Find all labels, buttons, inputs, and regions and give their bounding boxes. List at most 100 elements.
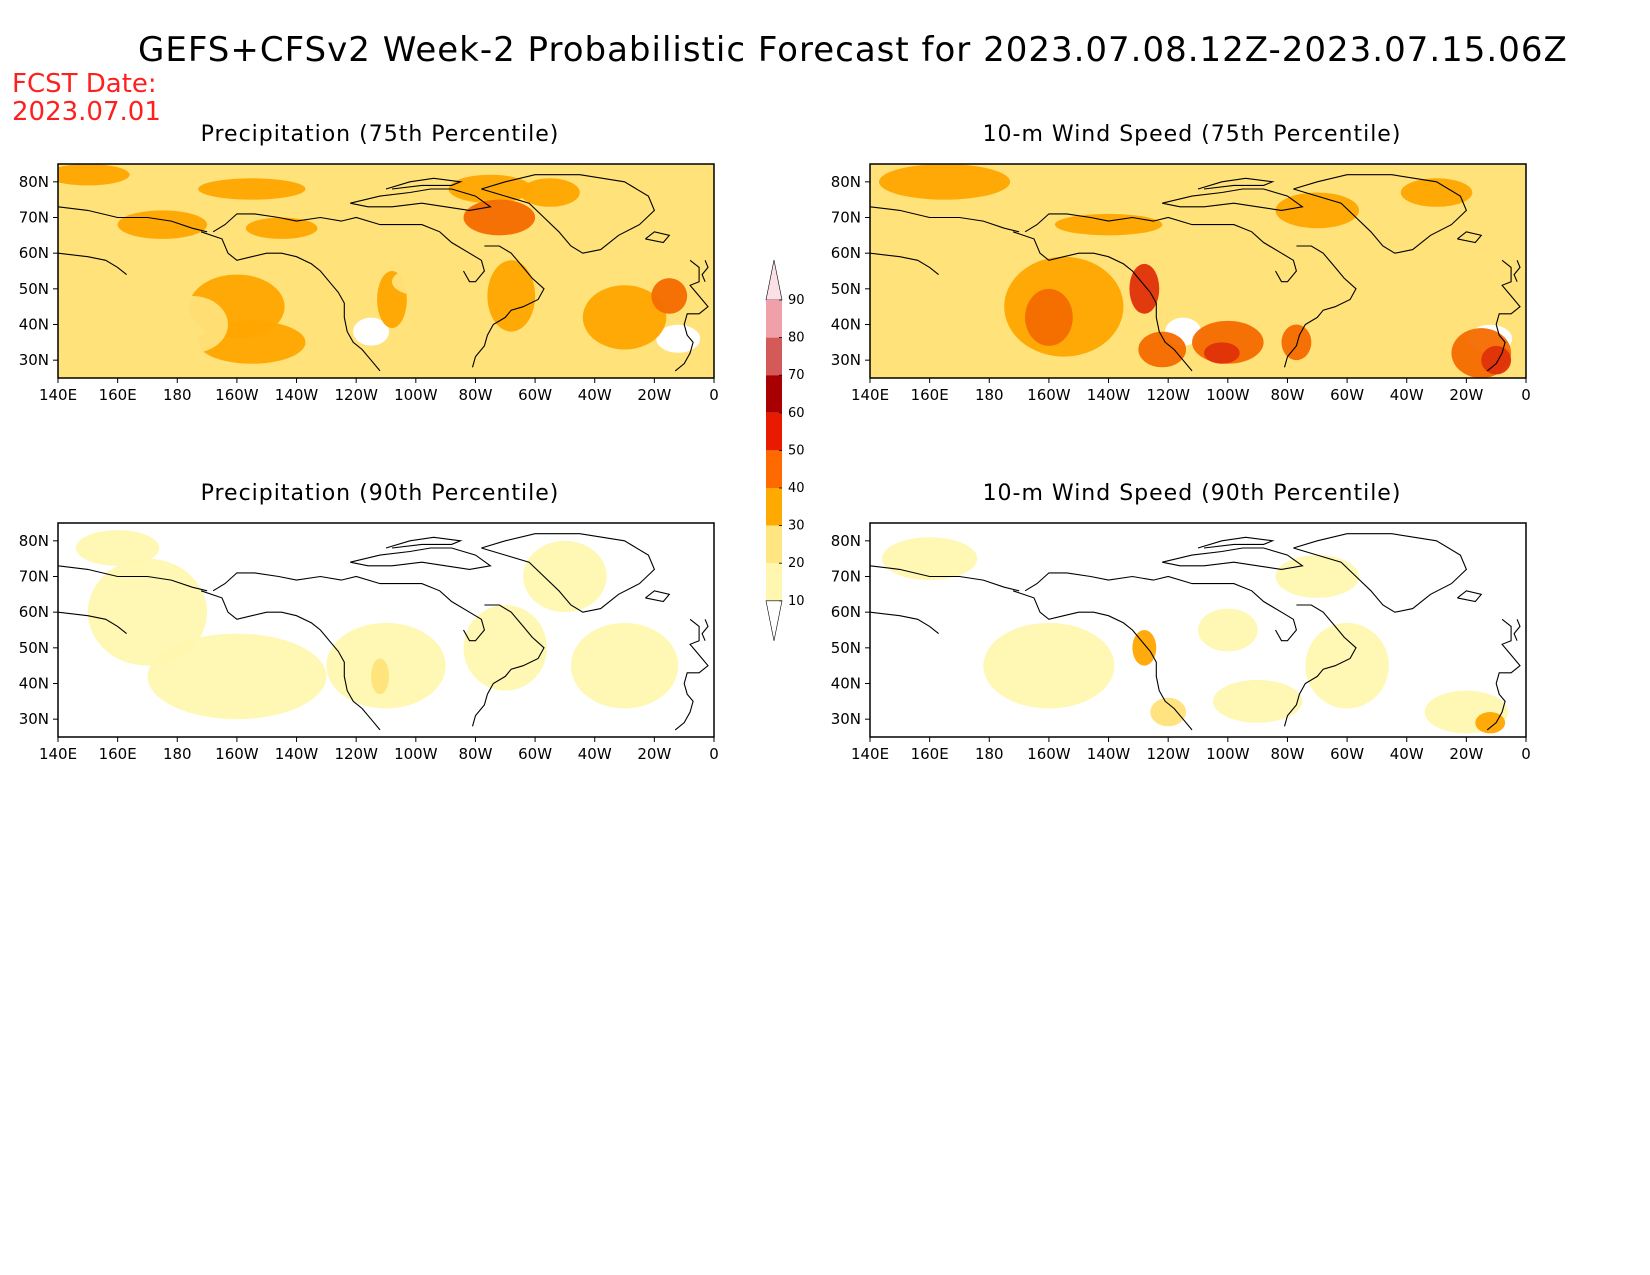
lat-label: 70N — [19, 209, 49, 227]
probability-contour — [1138, 331, 1187, 368]
coastline — [645, 231, 671, 244]
lon-label: 20W — [637, 745, 671, 763]
lat-label: 40N — [19, 675, 49, 693]
probability-contour — [1281, 324, 1312, 361]
lon-label: 140W — [1087, 745, 1131, 763]
probability-contour — [1025, 288, 1073, 346]
probability-contour — [391, 267, 452, 296]
lon-label: 40W — [1390, 386, 1424, 404]
coastline — [200, 590, 381, 731]
lat-label: 70N — [831, 209, 861, 227]
lon-label: 140E — [851, 386, 889, 404]
colorbar-segment — [766, 300, 782, 338]
lon-label: 80W — [1270, 386, 1304, 404]
lon-label: 120W — [1146, 745, 1190, 763]
lon-label: 120W — [1146, 386, 1190, 404]
coastline — [481, 533, 656, 613]
probability-contour — [520, 178, 580, 207]
lon-label: 140E — [851, 745, 889, 763]
coastline — [58, 252, 127, 276]
probability-contour — [983, 622, 1115, 709]
lat-label: 40N — [831, 316, 861, 334]
panel-title: Precipitation (90th Percentile) — [200, 481, 560, 506]
colorbar: 10 20 30 40 50 60 70 80 90 — [765, 259, 805, 641]
probability-contour — [523, 540, 607, 613]
probability-contour — [463, 199, 536, 236]
shading-layer — [870, 164, 1526, 378]
lon-label: 140W — [275, 386, 319, 404]
colorbar-label: 70 — [788, 368, 805, 383]
probability-contour — [409, 320, 482, 364]
coastline — [1513, 260, 1521, 282]
lon-label: 180 — [975, 386, 1004, 404]
lat-label: 30N — [831, 351, 861, 369]
colorbar-label: 40 — [788, 481, 805, 496]
lon-label: 60W — [1330, 745, 1364, 763]
lon-label: 80W — [1270, 745, 1304, 763]
lat-label: 80N — [19, 532, 49, 550]
forecast-title: GEFS+CFSv2 Week-2 Probabilistic Forecast… — [138, 30, 1568, 70]
probability-contour — [245, 217, 318, 239]
lat-label: 30N — [19, 710, 49, 728]
panel-precip-90: Precipitation (90th Percentile) 80N 70N 60… — [0, 481, 760, 771]
coastline — [471, 604, 545, 727]
probability-contour — [1275, 192, 1360, 229]
colorbar-label: 90 — [788, 293, 805, 308]
panel-title: 10-m Wind Speed (75th Percentile) — [982, 122, 1402, 147]
coastline — [870, 611, 939, 635]
lon-label: 180 — [163, 386, 192, 404]
forecast-date-label: FCST Date: — [12, 69, 157, 99]
lon-label: 120W — [334, 386, 378, 404]
panel-title: 10-m Wind Speed (90th Percentile) — [982, 481, 1402, 506]
lon-label: 0 — [1521, 745, 1531, 763]
colorbar-label: 10 — [788, 594, 805, 609]
lon-label: 0 — [709, 386, 719, 404]
lon-label: 160W — [215, 745, 259, 763]
probability-contour — [1168, 235, 1228, 271]
coastline — [1486, 259, 1521, 372]
coastline — [212, 572, 486, 642]
probability-contour — [463, 605, 548, 691]
colorbar-label: 30 — [788, 519, 805, 534]
coastline — [385, 536, 463, 549]
lon-label: 40W — [1390, 745, 1424, 763]
lon-label: 0 — [709, 745, 719, 763]
lat-label: 50N — [19, 639, 49, 657]
probability-contour — [1481, 345, 1512, 375]
lon-label: 40W — [578, 386, 612, 404]
coastline — [350, 188, 492, 211]
probability-contour — [1198, 608, 1258, 652]
coastline — [1486, 618, 1521, 731]
lat-label: 60N — [831, 603, 861, 621]
probability-contour — [448, 174, 533, 204]
lon-label: 100W — [394, 745, 438, 763]
probability-contour — [1132, 630, 1157, 666]
coastline — [1162, 547, 1304, 570]
precip-75-map: 80N 70N 60N 50N 40N 30N 140E 160E 180 160W 140W 120… — [19, 163, 719, 404]
coastline — [1283, 604, 1357, 727]
lon-label: 160W — [215, 386, 259, 404]
coastline — [58, 565, 208, 592]
probability-contour — [75, 530, 160, 566]
lat-label: 70N — [19, 568, 49, 586]
panel-wind-90: 10-m Wind Speed (90th Percentile) 80N 70N… — [812, 481, 1572, 771]
low-probability-area — [656, 324, 701, 353]
coastline — [471, 245, 545, 368]
lat-label: 40N — [19, 316, 49, 334]
colorbar-label: 20 — [788, 556, 805, 571]
coastline — [1012, 590, 1193, 731]
lon-label: 20W — [1449, 386, 1483, 404]
probability-contour — [117, 210, 208, 239]
colorbar-segment — [766, 563, 782, 601]
lon-label: 0 — [1521, 386, 1531, 404]
lon-label: 160E — [911, 745, 949, 763]
map-frame — [57, 163, 715, 379]
lon-label: 100W — [1206, 745, 1250, 763]
probability-contour — [870, 295, 930, 354]
probability-contour — [1400, 178, 1473, 207]
lon-label: 80W — [458, 386, 492, 404]
lon-label: 40W — [578, 745, 612, 763]
coastline — [674, 618, 709, 731]
coastline — [200, 231, 381, 372]
panel-precip-75: Precipitation (75th Percentile) 80N 70N 60… — [0, 122, 760, 412]
